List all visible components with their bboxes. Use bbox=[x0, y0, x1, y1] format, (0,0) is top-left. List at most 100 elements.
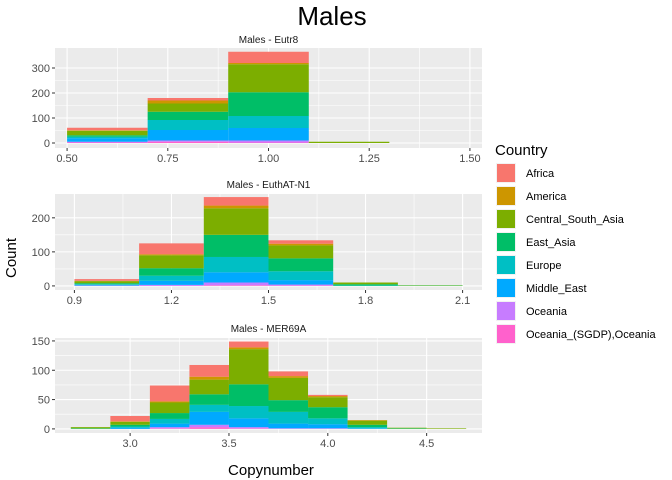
bar-segment bbox=[228, 427, 269, 429]
bar-segment bbox=[139, 275, 204, 281]
x-tick-label: 0.9 bbox=[67, 295, 82, 307]
bar-segment bbox=[147, 103, 229, 112]
x-tick-label: 4.0 bbox=[320, 438, 335, 450]
bar-segment bbox=[203, 197, 269, 206]
bar-segment bbox=[268, 376, 309, 378]
bar-segment bbox=[147, 141, 229, 143]
y-tick-label: 300 bbox=[32, 63, 50, 75]
bar-segment bbox=[110, 427, 150, 429]
y-tick-label: 100 bbox=[32, 247, 50, 259]
bar-segment bbox=[426, 428, 467, 429]
x-tick-label: 1.5 bbox=[261, 295, 276, 307]
y-tick-label: 100 bbox=[32, 365, 50, 377]
bar-segment bbox=[149, 427, 190, 429]
legend-label: Africa bbox=[526, 168, 555, 180]
bar-segment bbox=[139, 254, 204, 256]
legend-swatch bbox=[497, 233, 515, 251]
bar-segment bbox=[67, 136, 148, 139]
bar-segment bbox=[110, 421, 150, 422]
legend-swatch bbox=[497, 187, 515, 205]
legend-swatch bbox=[497, 164, 515, 182]
x-tick-label: 0.75 bbox=[157, 153, 178, 165]
bar-segment bbox=[308, 396, 348, 398]
bar-segment bbox=[149, 401, 190, 403]
bar-segment bbox=[228, 349, 269, 385]
bar-segment bbox=[110, 421, 150, 425]
x-tick-label: 0.50 bbox=[56, 153, 77, 165]
bar-segment bbox=[203, 282, 269, 286]
bar-segment bbox=[67, 130, 148, 131]
bar-segment bbox=[189, 427, 229, 429]
bar-segment bbox=[147, 100, 229, 104]
bar-segment bbox=[139, 284, 204, 286]
legend-label: America bbox=[526, 191, 567, 203]
bar-segment bbox=[268, 411, 309, 424]
bar-segment bbox=[74, 281, 140, 284]
bar-segment bbox=[268, 423, 309, 429]
legend-label: Oceania bbox=[526, 306, 568, 318]
bar-segment bbox=[74, 279, 140, 281]
bar-segment bbox=[308, 424, 348, 429]
bar-segment bbox=[308, 397, 348, 408]
bar-segment bbox=[228, 406, 269, 419]
bar-segment bbox=[228, 428, 269, 429]
y-tick-label: 50 bbox=[38, 395, 50, 407]
panel-title: Males - Eutr8 bbox=[239, 35, 299, 46]
bar-segment bbox=[203, 205, 269, 209]
y-tick-label: 0 bbox=[44, 281, 50, 293]
bar-segment bbox=[139, 268, 204, 276]
bar-segment bbox=[203, 208, 269, 235]
x-tick-label: 1.00 bbox=[258, 153, 279, 165]
panel-title: Males - EuthAT-N1 bbox=[227, 180, 311, 191]
bar-segment bbox=[347, 424, 388, 428]
bar-segment bbox=[189, 376, 229, 380]
bar-segment bbox=[203, 234, 269, 257]
panel-3: Males - MER69A 3.0 3.5 4.0 4.5 0 50 100 150 bbox=[32, 324, 482, 450]
bar-segment bbox=[347, 428, 388, 429]
bar-segment bbox=[189, 379, 229, 395]
x-tick-label: 2.1 bbox=[455, 295, 470, 307]
bar-segment bbox=[347, 420, 388, 421]
bar-segment bbox=[268, 377, 309, 401]
bar-segment bbox=[228, 142, 309, 143]
bar-segment bbox=[139, 255, 204, 269]
bar-segment bbox=[67, 142, 148, 143]
y-axis-label: Count bbox=[3, 237, 20, 278]
panel-1: Males - Eutr8 0.50 0.75 1.00 1.25 1.50 0 100 200… bbox=[32, 35, 482, 165]
bar-segment bbox=[67, 127, 148, 131]
x-tick-label: 1.2 bbox=[164, 295, 179, 307]
legend-swatch bbox=[497, 279, 515, 297]
bar-segment bbox=[147, 111, 229, 120]
bar-segment bbox=[268, 258, 334, 272]
x-tick-label: 3.5 bbox=[221, 438, 236, 450]
y-tick-label: 200 bbox=[32, 88, 50, 100]
bar-segment bbox=[147, 130, 229, 141]
legend-title: Country bbox=[495, 142, 548, 159]
bar-segment bbox=[228, 63, 309, 65]
bar-segment bbox=[74, 283, 140, 285]
bar-segment bbox=[149, 402, 190, 414]
y-tick-label: 100 bbox=[32, 113, 50, 125]
bar-segment bbox=[268, 280, 334, 285]
bar-segment bbox=[149, 418, 190, 424]
bar-segment bbox=[67, 138, 148, 142]
y-tick-label: 0 bbox=[44, 424, 50, 436]
bar-segment bbox=[387, 428, 427, 429]
x-tick-label: 4.5 bbox=[419, 438, 434, 450]
bar-segment bbox=[333, 282, 398, 285]
bar-segment bbox=[149, 385, 190, 402]
y-tick-label: 0 bbox=[44, 138, 50, 150]
bar-segment bbox=[110, 415, 150, 422]
bar-segment bbox=[70, 428, 111, 429]
legend-items: Africa America Central_South_Asia East_Asia… bbox=[496, 163, 656, 344]
bar-segment bbox=[228, 51, 309, 63]
bar-segment bbox=[268, 371, 309, 377]
bar-segment bbox=[228, 384, 269, 407]
bar-segment bbox=[67, 135, 148, 137]
legend-label: Oceania_(SGDP),Oceania bbox=[526, 329, 656, 341]
bar-segment bbox=[189, 364, 229, 377]
legend-swatch bbox=[497, 210, 515, 228]
bar-segment bbox=[268, 284, 334, 286]
